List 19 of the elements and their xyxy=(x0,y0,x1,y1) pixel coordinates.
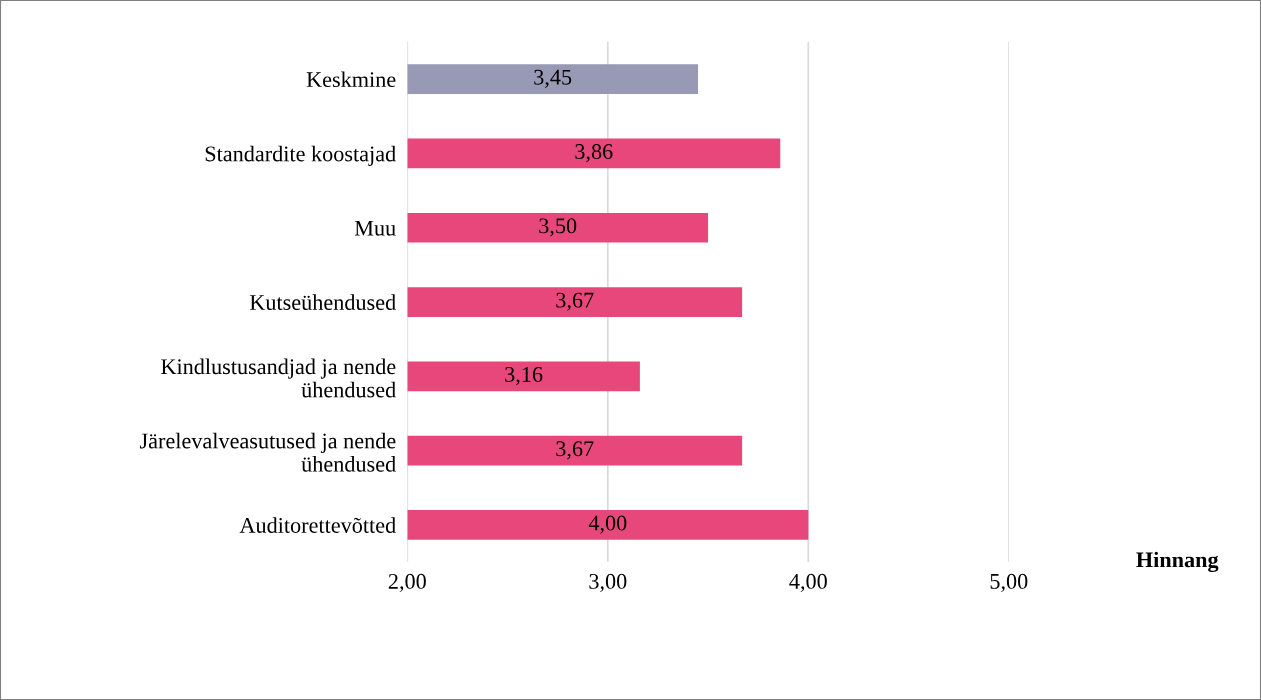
x-tick-label: 3,00 xyxy=(589,573,627,593)
y-tick-label: Muu xyxy=(354,220,396,236)
y-tick-label: Keskmine xyxy=(306,71,396,88)
y-tick-label: Kutseühendused xyxy=(249,294,396,310)
data-label: 3,86 xyxy=(575,144,613,163)
y-tick-label: Auditorettevõtted xyxy=(239,517,396,533)
x-tick-label: 5,00 xyxy=(990,573,1028,593)
x-tick-label: 2,00 xyxy=(388,573,426,593)
data-label: 3,67 xyxy=(556,292,594,311)
data-label: 4,00 xyxy=(588,515,627,534)
data-label: 3,16 xyxy=(505,366,543,386)
data-label: 3,50 xyxy=(539,218,577,237)
x-axis-title: Hinnang xyxy=(1136,551,1219,573)
y-tick-label: Standardite koostajad xyxy=(205,145,396,166)
y-tick-label: Kindlustusandjad ja nende ühendused xyxy=(161,358,396,398)
data-label: 3,45 xyxy=(534,69,572,88)
y-tick-label: Järelevalveasutused ja nende ühendused xyxy=(139,432,396,472)
data-label: 3,67 xyxy=(556,441,594,460)
x-tick-label: 4,00 xyxy=(789,573,827,593)
